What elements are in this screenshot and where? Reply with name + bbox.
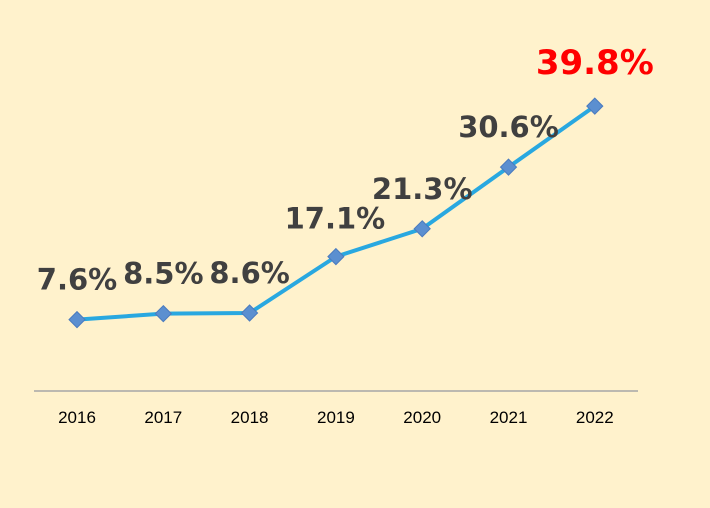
data-point-marker (499, 158, 518, 176)
x-tick-label: 2021 (490, 408, 528, 427)
x-tick-label: 2022 (576, 408, 614, 427)
data-point-marker (327, 247, 345, 266)
x-tick-label: 2019 (317, 408, 355, 427)
x-tick-label: 2018 (231, 408, 269, 427)
data-point-marker (586, 97, 604, 115)
x-tick-label: 2020 (403, 408, 441, 427)
data-label-highlight: 39.8% (536, 43, 654, 83)
data-label: 7.6% (37, 263, 117, 297)
data-label: 21.3% (372, 172, 473, 206)
x-tick-label: 2016 (58, 408, 96, 427)
x-tick-labels: 2016 2017 2018 2019 2020 2021 2022 (58, 408, 614, 427)
data-label: 8.6% (209, 256, 289, 290)
data-point-marker (413, 220, 431, 238)
x-tick-label: 2017 (144, 408, 182, 427)
data-label: 30.6% (458, 110, 559, 144)
markers-group (68, 97, 604, 329)
data-label: 8.5% (123, 257, 203, 291)
data-point-marker (68, 310, 86, 329)
data-point-marker (240, 304, 259, 322)
data-point-marker (154, 304, 173, 323)
data-labels: 7.6% 8.5% 8.6% 17.1%21.3% 30.6% 39.8% (37, 43, 654, 296)
data-label: 17.1% (285, 202, 386, 236)
